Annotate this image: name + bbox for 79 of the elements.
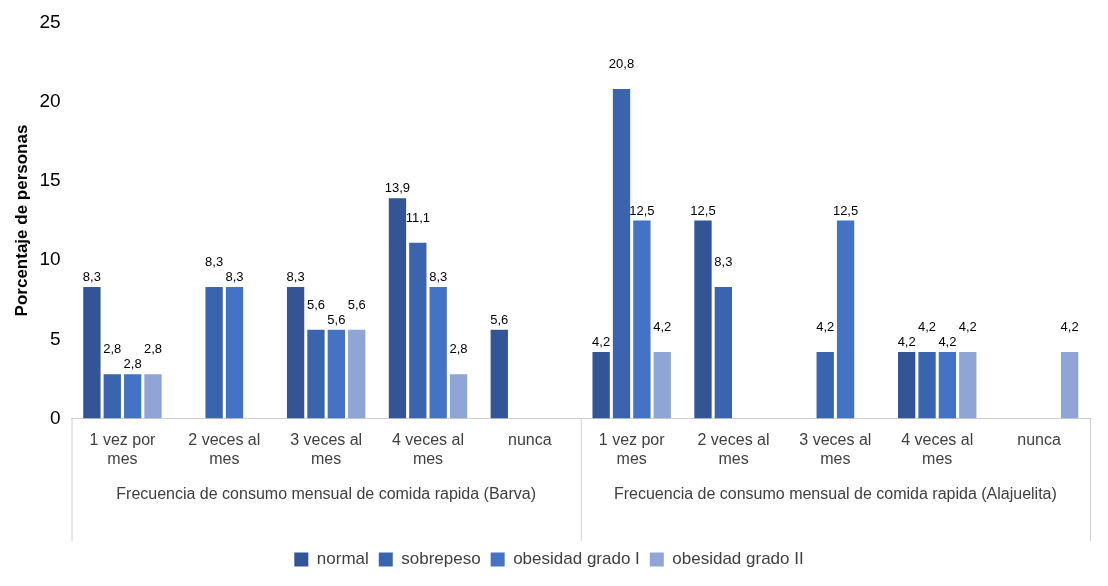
bar [959, 352, 977, 419]
data-label: 5,6 [347, 296, 366, 312]
x-tick-label: 2 veces al mes [697, 430, 770, 467]
x-tick-label: 2 veces al mes [188, 430, 261, 467]
y-tick-label: 0 [49, 406, 61, 428]
bar [653, 352, 671, 419]
text: Frecuencia de consumo mensual de comida rapida (Alajuelita) [613, 485, 1057, 503]
data-label: 8,3 [714, 254, 733, 270]
data-label: 4,2 [918, 319, 937, 335]
bar [592, 352, 610, 419]
y-tick-label: 5 [49, 327, 61, 349]
legend-label: normal [316, 549, 369, 569]
bar [205, 287, 223, 419]
legend-label: obesidad grado I [513, 549, 640, 569]
legend-label: obesidad grado II [672, 549, 804, 569]
data-label: 8,3 [225, 269, 244, 285]
bar [123, 374, 142, 419]
bar [816, 352, 834, 419]
bar [83, 287, 101, 419]
bar [327, 329, 345, 419]
data-label: 4,2 [653, 319, 672, 335]
x-tick-label: 3 veces al mes [799, 430, 872, 467]
data-label: 8,3 [82, 269, 101, 285]
data-label: 4,2 [897, 334, 916, 350]
data-label: 8,3 [429, 269, 448, 285]
data-label: 5,6 [490, 311, 509, 327]
bar [694, 220, 712, 419]
y-tick-label: 20 [39, 89, 61, 111]
bar [409, 242, 427, 419]
data-label: 13,9 [384, 180, 411, 196]
data-label: 12,5 [690, 202, 716, 218]
bar [714, 287, 733, 419]
data-label: 4,2 [592, 334, 611, 350]
y-tick-label: 10 [39, 248, 61, 270]
bar [449, 374, 468, 419]
data-label: 4,2 [958, 319, 977, 335]
data-label: 11,1 [405, 209, 430, 225]
data-label: 2,8 [103, 341, 122, 357]
text: Frecuencia de consumo mensual de comida rapida (Barva) [116, 485, 537, 503]
bar [103, 374, 121, 419]
x-tick-label: 1 vez por mes [89, 430, 157, 467]
y-tick-label: 25 [39, 10, 61, 32]
y-axis-title: Porcentaje de personas [11, 124, 31, 317]
data-label: 4,2 [1060, 319, 1079, 335]
bar [307, 329, 325, 419]
x-tick-label: nunca [508, 430, 552, 448]
data-label: 5,6 [306, 296, 325, 312]
bar [918, 352, 936, 419]
data-label: 5,6 [327, 311, 346, 327]
bar [612, 88, 631, 419]
x-tick-label: 1 vez por mes [598, 430, 666, 467]
bar [1060, 352, 1079, 419]
bar [898, 352, 916, 419]
data-label: 12,5 [832, 202, 859, 218]
data-label: 4,2 [816, 319, 835, 335]
data-label: 4,2 [938, 334, 957, 350]
x-tick-label: 4 veces al mes [901, 430, 974, 467]
data-label: 12,5 [629, 202, 655, 218]
y-tick-label: 15 [39, 169, 61, 191]
bar [286, 287, 305, 419]
data-label: 2,8 [449, 341, 468, 357]
bar [633, 220, 651, 419]
x-tick-label: nunca [1017, 430, 1061, 448]
bar [144, 374, 162, 419]
bar [836, 220, 855, 419]
x-tick-label: 4 veces al mes [391, 430, 465, 467]
data-label: 2,8 [143, 341, 163, 357]
bar [429, 287, 447, 419]
data-label: 2,8 [123, 356, 142, 372]
bar [388, 198, 407, 419]
legend-label: sobrepeso [401, 549, 481, 569]
data-label: 8,3 [286, 269, 305, 285]
data-label: 8,3 [205, 254, 224, 270]
data-label: 20,8 [608, 56, 635, 72]
bar [348, 329, 366, 419]
x-tick-label: 3 veces al mes [290, 430, 363, 467]
bar [490, 329, 508, 419]
bar [938, 352, 957, 419]
bar [225, 287, 244, 419]
